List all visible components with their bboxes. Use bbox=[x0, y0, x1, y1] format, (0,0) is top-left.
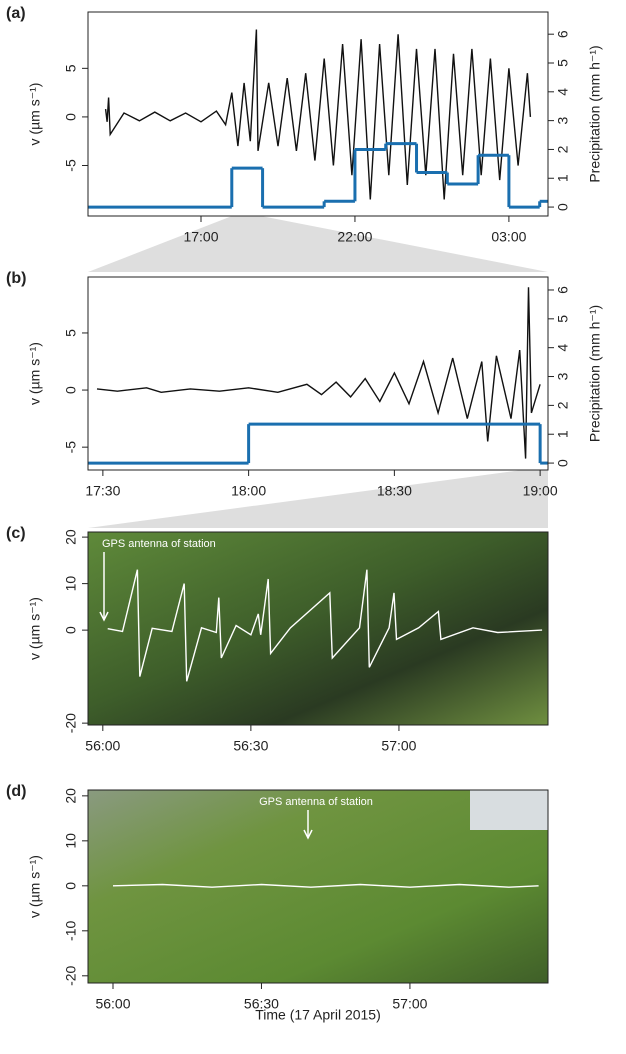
y-tick-label: 0 bbox=[63, 113, 79, 121]
y-tick-label: 5 bbox=[63, 329, 79, 337]
x-tick-label: 56:30 bbox=[244, 996, 279, 1012]
y-tick-label: -10 bbox=[63, 920, 79, 940]
y2-tick-label: 4 bbox=[555, 88, 571, 96]
zoom-band bbox=[88, 216, 548, 272]
y-tick-label: 20 bbox=[63, 788, 79, 804]
zoom-band bbox=[88, 470, 548, 528]
panel-label: (a) bbox=[6, 5, 26, 22]
waveform bbox=[104, 29, 532, 200]
y2-tick-label: 6 bbox=[555, 30, 571, 38]
waveform bbox=[112, 883, 539, 888]
y2-tick-label: 0 bbox=[555, 459, 571, 467]
y2-tick-label: 6 bbox=[555, 286, 571, 294]
x-tick-label: 17:00 bbox=[183, 229, 218, 245]
annotation: GPS antenna of station bbox=[102, 538, 216, 550]
plot-frame bbox=[87, 11, 549, 217]
x-tick-label: 57:00 bbox=[381, 738, 416, 754]
y-axis-label: v (µm s⁻¹) bbox=[27, 83, 43, 146]
x-tick-label: 19:00 bbox=[523, 483, 558, 499]
x-tick-label: 56:00 bbox=[85, 738, 120, 754]
y2-axis-label: Precipitation (mm h⁻¹) bbox=[587, 305, 603, 442]
y-tick-label: 0 bbox=[63, 626, 79, 634]
y-tick-label: -5 bbox=[63, 441, 79, 454]
x-tick-label: 57:00 bbox=[392, 996, 427, 1012]
panel-label: (b) bbox=[6, 270, 26, 287]
y2-axis-label: Precipitation (mm h⁻¹) bbox=[587, 45, 603, 182]
photo-sky bbox=[470, 790, 548, 830]
y-tick-label: 20 bbox=[63, 529, 79, 545]
x-tick-label: 56:00 bbox=[95, 996, 130, 1012]
y2-tick-label: 3 bbox=[555, 117, 571, 125]
x-tick-label: 03:00 bbox=[491, 229, 526, 245]
y-axis-label: v (µm s⁻¹) bbox=[27, 597, 43, 660]
y2-tick-label: 2 bbox=[555, 401, 571, 409]
y2-tick-label: 0 bbox=[555, 203, 571, 211]
y2-tick-label: 5 bbox=[555, 59, 571, 67]
waveform bbox=[107, 569, 543, 682]
plot-frame bbox=[87, 531, 549, 726]
arrow-head bbox=[303, 829, 313, 840]
waveform bbox=[96, 287, 541, 459]
arrow-head bbox=[99, 611, 109, 622]
x-axis-label: Time (17 April 2015) bbox=[255, 1007, 381, 1023]
x-tick-label: 22:00 bbox=[337, 229, 372, 245]
x-tick-label: 18:00 bbox=[231, 483, 266, 499]
y2-tick-label: 1 bbox=[555, 174, 571, 182]
y-tick-label: 5 bbox=[63, 64, 79, 72]
y2-tick-label: 5 bbox=[555, 315, 571, 323]
annotation: GPS antenna of station bbox=[259, 796, 373, 808]
y-tick-label: 0 bbox=[63, 386, 79, 394]
y-tick-label: 0 bbox=[63, 882, 79, 890]
y-axis-label: v (µm s⁻¹) bbox=[27, 855, 43, 918]
panel-label: (d) bbox=[6, 783, 26, 800]
x-tick-label: 56:30 bbox=[233, 738, 268, 754]
x-tick-label: 18:30 bbox=[377, 483, 412, 499]
y2-tick-label: 3 bbox=[555, 372, 571, 380]
y-tick-label: -20 bbox=[63, 713, 79, 733]
y-tick-label: 10 bbox=[63, 576, 79, 592]
y-tick-label: -20 bbox=[63, 965, 79, 985]
panel-label: (c) bbox=[6, 525, 26, 542]
y-tick-label: -5 bbox=[63, 159, 79, 172]
y2-tick-label: 1 bbox=[555, 430, 571, 438]
y-tick-label: 10 bbox=[63, 833, 79, 849]
y-axis-label: v (µm s⁻¹) bbox=[27, 342, 43, 405]
plot-frame bbox=[87, 789, 549, 984]
x-tick-label: 17:30 bbox=[85, 483, 120, 499]
y2-tick-label: 4 bbox=[555, 344, 571, 352]
y2-tick-label: 2 bbox=[555, 145, 571, 153]
plot-frame bbox=[87, 276, 549, 471]
